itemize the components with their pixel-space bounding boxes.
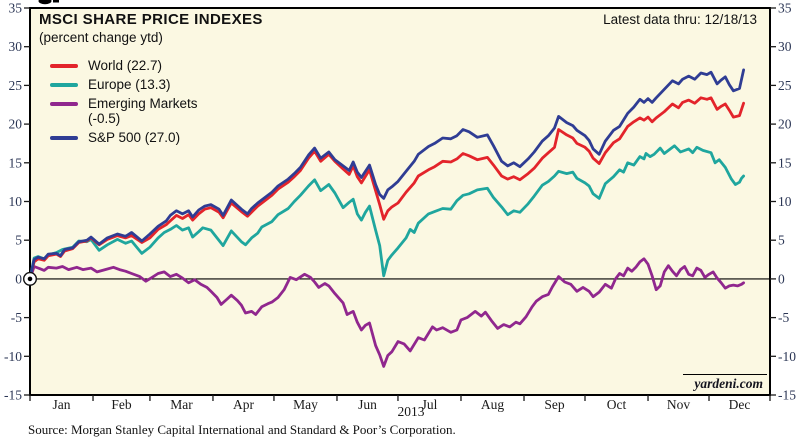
month-label-aug: Aug <box>481 397 504 412</box>
cropped-glyph-artifact <box>53 0 59 3</box>
y-axis-tick-label-right: 0 <box>778 271 785 286</box>
legend-label: S&P 500 (27.0) <box>88 130 181 146</box>
legend-item-s-p-500: S&P 500 (27.0) <box>50 130 206 145</box>
series-line-emerging-markets <box>28 257 745 368</box>
legend: World (22.7) Europe (13.3) Emerging Market… <box>50 58 206 150</box>
chart-subtitle: (percent change ytd) <box>39 30 163 45</box>
legend-item-world: World (22.7) <box>50 58 206 73</box>
legend-label: Europe (13.3) <box>88 77 171 93</box>
legend-swatch <box>50 102 78 106</box>
y-axis-tick-label-left: 25 <box>9 78 23 93</box>
y-axis-tick-label-right: 10 <box>778 194 792 209</box>
y-axis-tick-label-right: 30 <box>778 39 792 54</box>
legend-item-emerging-markets: Emerging Markets (-0.5) <box>50 96 206 126</box>
y-axis-tick-label-right: 25 <box>778 78 792 93</box>
month-label-jan: Jan <box>53 397 71 412</box>
chart-title: MSCI SHARE PRICE INDEXES <box>39 11 263 28</box>
y-axis-tick-label-left: -5 <box>11 310 22 325</box>
month-label-sep: Sep <box>544 397 565 412</box>
cropped-glyph-artifact <box>38 0 52 5</box>
source-line: Source: Morgan Stanley Capital Internati… <box>28 422 456 437</box>
month-label-oct: Oct <box>607 397 627 412</box>
y-axis-tick-label-left: 0 <box>15 271 22 286</box>
y-axis-tick-label-right: 35 <box>778 1 792 16</box>
month-label-feb: Feb <box>111 397 132 412</box>
month-label-mar: Mar <box>170 397 193 412</box>
watermark: yardeni.com <box>694 376 763 391</box>
month-label-jun: Jun <box>358 397 377 412</box>
month-label-jul: Jul <box>422 397 438 412</box>
y-axis-tick-label-right: 20 <box>778 117 792 132</box>
y-axis-tick-label-right: -5 <box>778 310 789 325</box>
y-axis-tick-label-left: -15 <box>4 388 22 403</box>
month-label-apr: Apr <box>233 397 254 412</box>
month-label-dec: Dec <box>729 397 751 412</box>
watermark-rule <box>683 374 767 375</box>
series-line-world <box>28 96 745 281</box>
legend-item-europe: Europe (13.3) <box>50 77 206 92</box>
legend-swatch <box>50 83 78 87</box>
y-axis-tick-label-left: -10 <box>4 349 22 364</box>
series-line-europe <box>28 144 745 281</box>
y-axis-tick-label-left: 15 <box>9 155 23 170</box>
month-label-nov: Nov <box>667 397 690 412</box>
y-axis-tick-label-left: 30 <box>9 39 23 54</box>
zero-origin-marker-dot <box>27 276 33 282</box>
latest-data-label: Latest data thru: 12/18/13 <box>603 12 757 27</box>
legend-swatch <box>50 136 78 141</box>
y-axis-tick-label-left: 20 <box>9 117 23 132</box>
series-line-s-p-500 <box>28 68 745 281</box>
legend-label: World (22.7) <box>88 58 163 73</box>
y-axis-tick-label-right: -15 <box>778 388 796 403</box>
month-label-may: May <box>293 397 318 412</box>
y-axis-tick-label-left: 10 <box>9 194 23 209</box>
y-axis-tick-label-left: 5 <box>15 233 22 248</box>
legend-label: Emerging Markets (-0.5) <box>88 96 198 127</box>
y-axis-tick-label-left: 35 <box>9 1 23 16</box>
x-axis-year-label: 2013 <box>397 404 425 419</box>
legend-swatch <box>50 64 78 68</box>
y-axis-tick-label-right: 15 <box>778 155 792 170</box>
y-axis-tick-label-right: -10 <box>778 349 796 364</box>
y-axis-tick-label-right: 5 <box>778 233 785 248</box>
